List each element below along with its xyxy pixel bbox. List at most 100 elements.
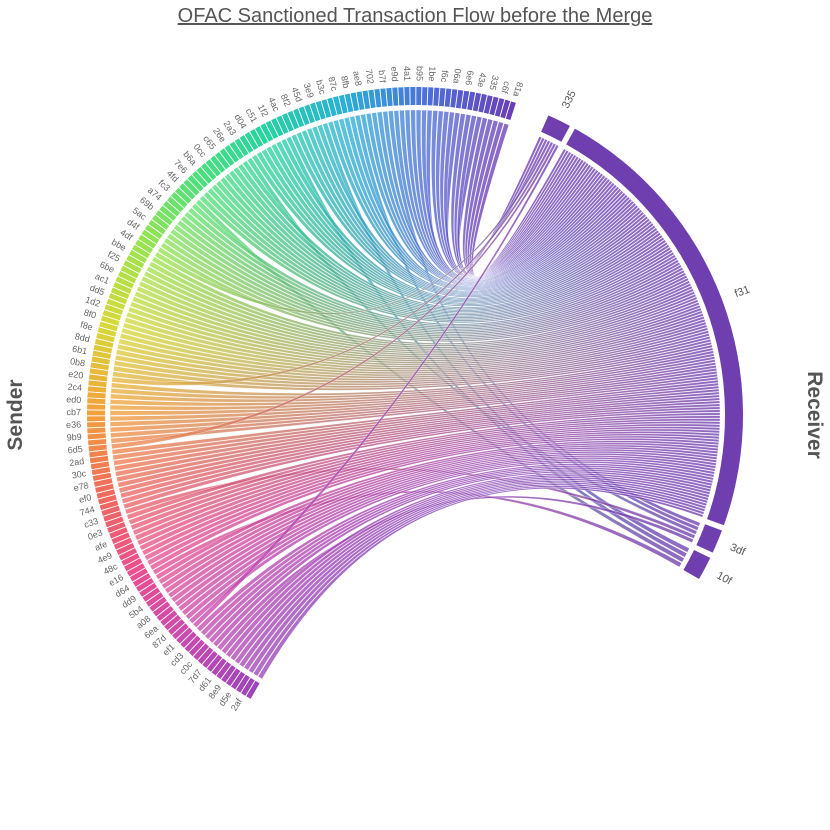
receiver-tick-label: 10f [714, 570, 734, 588]
sender-tick-label: 1d2 [84, 294, 101, 308]
sender-segment-47 [239, 135, 254, 154]
sender-segment-78 [118, 271, 137, 284]
sender-segment-111 [90, 461, 110, 470]
sender-segment-89 [96, 333, 115, 343]
sender-segment-20 [392, 87, 399, 106]
ribbon-98 [110, 350, 714, 399]
sender-segment-3 [489, 96, 499, 116]
ribbon-115 [117, 397, 720, 488]
sender-segment-9 [455, 89, 464, 109]
receiver-segment-335 [541, 115, 570, 142]
sender-tick-label: e78 [73, 480, 90, 493]
sender-tick-label: c6f [499, 80, 512, 95]
sender-segment-24 [368, 89, 376, 109]
sender-segment-100 [87, 398, 106, 404]
ribbon-95 [112, 344, 713, 391]
receiver-tick-label: 335 [560, 89, 579, 111]
sender-segment-77 [120, 265, 139, 279]
sender-segment-26 [356, 91, 365, 110]
sender-segment-32 [321, 99, 332, 118]
receiver-axis-label: Receiver [803, 371, 826, 459]
sender-tick-label: b7f [377, 70, 388, 84]
ribbon-134 [158, 442, 719, 585]
sender-segment-114 [93, 478, 113, 487]
ribbon-96 [111, 141, 554, 386]
receiver-arcs [541, 115, 744, 579]
sender-segment-149 [197, 647, 214, 665]
sender-segment-106 [87, 433, 106, 440]
ribbon-74 [148, 261, 693, 347]
sender-segment-25 [362, 90, 371, 109]
ribbon-156 [243, 482, 707, 671]
ribbon-79 [136, 286, 699, 356]
sender-tick-label: 8f2 [279, 93, 293, 108]
sender-segment-19 [398, 87, 404, 106]
sender-segment-42 [265, 120, 279, 139]
ribbon-124 [132, 421, 721, 536]
sender-segment-120 [103, 511, 122, 522]
sender-tick-label: c33 [83, 516, 100, 530]
ribbon-157 [248, 483, 706, 674]
ribbon-92 [114, 336, 711, 384]
ribbon-112 [114, 388, 720, 472]
sender-axis-label: Sender [4, 379, 27, 450]
sender-segment-125 [113, 537, 133, 550]
ribbon-101 [109, 359, 716, 411]
ribbon-8 [450, 113, 584, 278]
sender-segment-28 [344, 93, 354, 113]
sender-tick-label: e36 [66, 419, 81, 429]
ribbon-128 [141, 431, 720, 556]
sender-tick-label: b3c [314, 79, 328, 96]
sender-segment-36 [298, 106, 310, 126]
sender-tick-label: cb7 [66, 407, 81, 417]
ribbon-153 [230, 476, 709, 661]
sender-segment-46 [244, 132, 259, 151]
ribbon-137 [167, 449, 718, 598]
sender-segment-144 [176, 627, 193, 644]
sender-segment-117 [98, 494, 117, 505]
sender-segment-124 [111, 532, 130, 545]
ribbon-65 [177, 220, 682, 332]
sender-segment-116 [96, 489, 116, 499]
ribbon-158 [253, 485, 705, 677]
sender-segment-86 [100, 315, 120, 326]
ribbon-67 [170, 228, 685, 336]
ribbon-159 [257, 487, 704, 680]
ribbon-110 [112, 382, 719, 461]
sender-segment-60 [179, 183, 196, 200]
ribbon-93 [113, 339, 712, 386]
sender-segment-65 [159, 205, 177, 221]
receiver-tick-label: f31 [733, 284, 752, 301]
ribbon-7 [454, 114, 582, 277]
ribbon-56 [211, 184, 670, 319]
sender-segment-153 [216, 661, 232, 680]
sender-segment-84 [104, 304, 124, 315]
ribbon-144 [192, 144, 559, 628]
sender-segment-159 [246, 680, 260, 699]
sender-segment-88 [97, 327, 117, 337]
sender-segment-40 [276, 115, 289, 134]
sender-tick-label: 06a [451, 68, 463, 84]
ribbon-6 [457, 115, 579, 277]
ribbon-151 [221, 473, 711, 654]
sender-segment-130 [126, 563, 146, 577]
ribbon-62 [187, 207, 678, 327]
sender-segment-81 [110, 287, 130, 299]
sender-segment-74 [129, 249, 148, 264]
sender-segment-17 [410, 86, 416, 106]
sender-segment-85 [102, 310, 122, 321]
ribbon-66 [173, 224, 684, 334]
sender-segment-102 [86, 410, 106, 416]
ribbon-99 [110, 353, 715, 403]
sender-segment-5 [478, 93, 487, 113]
ribbon-126 [137, 426, 720, 546]
ribbon-103 [109, 365, 717, 422]
ribbon-113 [115, 391, 720, 477]
sender-segment-33 [315, 100, 326, 120]
sender-tick-label: 702 [364, 68, 376, 84]
ribbon-147 [204, 467, 713, 640]
sender-tick-label: afe [93, 539, 108, 553]
sender-segment-51 [219, 148, 235, 166]
sender-segment-135 [142, 587, 161, 602]
